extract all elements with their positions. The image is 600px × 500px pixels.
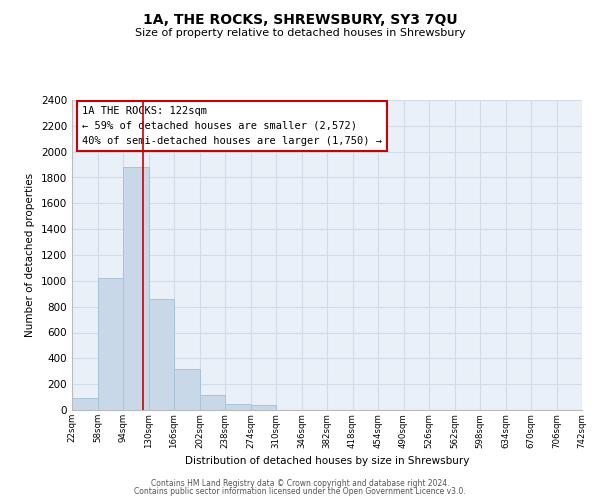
Bar <box>72 398 97 410</box>
Bar <box>174 368 199 410</box>
Text: 1A THE ROCKS: 122sqm
← 59% of detached houses are smaller (2,572)
40% of semi-de: 1A THE ROCKS: 122sqm ← 59% of detached h… <box>82 106 382 146</box>
X-axis label: Distribution of detached houses by size in Shrewsbury: Distribution of detached houses by size … <box>185 456 469 466</box>
Bar <box>199 395 225 410</box>
Bar <box>123 167 149 410</box>
Text: Contains public sector information licensed under the Open Government Licence v3: Contains public sector information licen… <box>134 487 466 496</box>
Bar <box>251 406 276 410</box>
Bar <box>97 278 123 410</box>
Y-axis label: Number of detached properties: Number of detached properties <box>25 173 35 337</box>
Text: Contains HM Land Registry data © Crown copyright and database right 2024.: Contains HM Land Registry data © Crown c… <box>151 478 449 488</box>
Text: 1A, THE ROCKS, SHREWSBURY, SY3 7QU: 1A, THE ROCKS, SHREWSBURY, SY3 7QU <box>143 12 457 26</box>
Text: Size of property relative to detached houses in Shrewsbury: Size of property relative to detached ho… <box>134 28 466 38</box>
Bar <box>225 404 251 410</box>
Bar <box>149 299 174 410</box>
